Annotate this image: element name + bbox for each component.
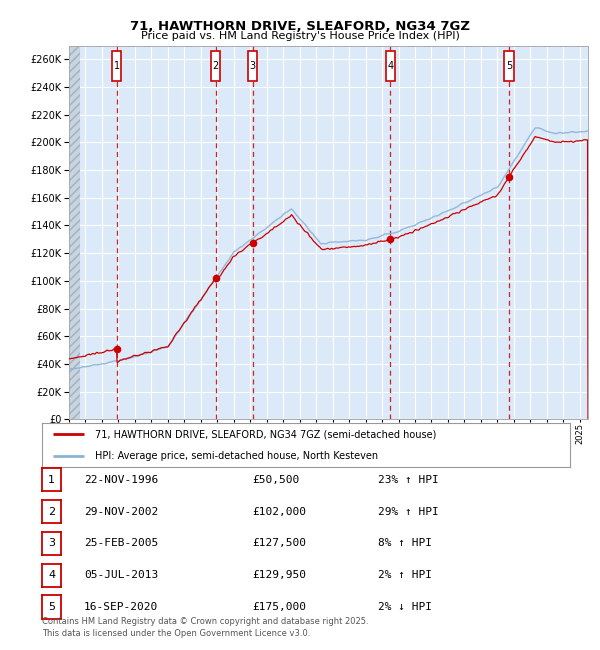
Text: 29% ↑ HPI: 29% ↑ HPI [378, 506, 439, 517]
Text: 23% ↑ HPI: 23% ↑ HPI [378, 474, 439, 485]
Text: 22-NOV-1996: 22-NOV-1996 [84, 474, 158, 485]
FancyBboxPatch shape [211, 51, 220, 81]
Text: 1: 1 [114, 61, 120, 71]
Text: Contains HM Land Registry data © Crown copyright and database right 2025.
This d: Contains HM Land Registry data © Crown c… [42, 618, 368, 638]
Text: Price paid vs. HM Land Registry's House Price Index (HPI): Price paid vs. HM Land Registry's House … [140, 31, 460, 41]
Text: 3: 3 [48, 538, 55, 549]
Text: 2: 2 [212, 61, 219, 71]
Text: HPI: Average price, semi-detached house, North Kesteven: HPI: Average price, semi-detached house,… [95, 450, 378, 461]
Text: 05-JUL-2013: 05-JUL-2013 [84, 570, 158, 580]
Text: £50,500: £50,500 [252, 474, 299, 485]
Text: 2% ↓ HPI: 2% ↓ HPI [378, 602, 432, 612]
Text: £127,500: £127,500 [252, 538, 306, 549]
Text: £102,000: £102,000 [252, 506, 306, 517]
Text: 5: 5 [506, 61, 512, 71]
Text: 4: 4 [387, 61, 394, 71]
Text: £175,000: £175,000 [252, 602, 306, 612]
FancyBboxPatch shape [112, 51, 121, 81]
Text: 25-FEB-2005: 25-FEB-2005 [84, 538, 158, 549]
FancyBboxPatch shape [248, 51, 257, 81]
Text: 5: 5 [48, 602, 55, 612]
FancyBboxPatch shape [386, 51, 395, 81]
Text: 8% ↑ HPI: 8% ↑ HPI [378, 538, 432, 549]
Text: 1: 1 [48, 474, 55, 485]
Text: 2: 2 [48, 506, 55, 517]
Text: 71, HAWTHORN DRIVE, SLEAFORD, NG34 7GZ (semi-detached house): 71, HAWTHORN DRIVE, SLEAFORD, NG34 7GZ (… [95, 430, 436, 439]
Text: 3: 3 [250, 61, 256, 71]
Text: 71, HAWTHORN DRIVE, SLEAFORD, NG34 7GZ: 71, HAWTHORN DRIVE, SLEAFORD, NG34 7GZ [130, 20, 470, 32]
Text: £129,950: £129,950 [252, 570, 306, 580]
FancyBboxPatch shape [504, 51, 514, 81]
Text: 2% ↑ HPI: 2% ↑ HPI [378, 570, 432, 580]
Text: 16-SEP-2020: 16-SEP-2020 [84, 602, 158, 612]
Text: 29-NOV-2002: 29-NOV-2002 [84, 506, 158, 517]
Text: 4: 4 [48, 570, 55, 580]
Bar [69, 46, 80, 419]
